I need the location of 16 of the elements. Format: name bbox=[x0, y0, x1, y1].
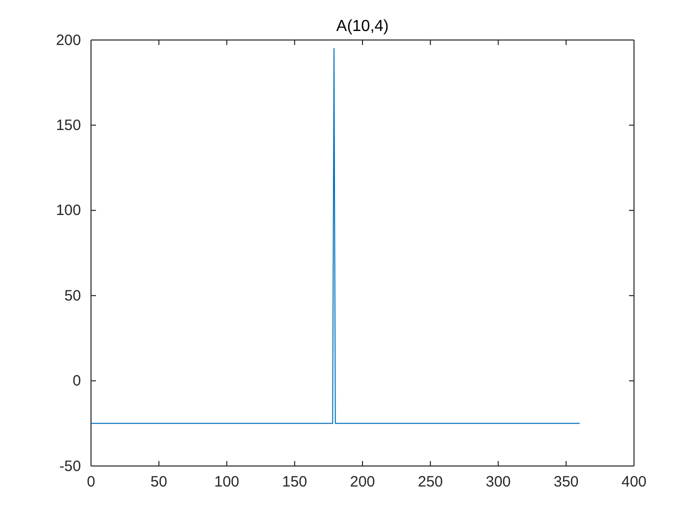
y-tick-label: 50 bbox=[64, 287, 81, 304]
y-tick-label: -50 bbox=[59, 458, 81, 475]
y-tick-label: 200 bbox=[56, 32, 81, 49]
x-tick-label: 300 bbox=[486, 474, 511, 491]
x-tick-label: 0 bbox=[86, 474, 96, 491]
x-tick-label: 100 bbox=[214, 474, 240, 491]
x-tick-label: 250 bbox=[418, 474, 443, 491]
x-tick-label: 150 bbox=[282, 474, 308, 491]
chart-title: A(10,4) bbox=[336, 18, 389, 35]
y-tick-label: 150 bbox=[56, 117, 81, 134]
y-tick-label: 0 bbox=[72, 372, 81, 390]
x-tick-label: 50 bbox=[150, 474, 168, 491]
x-tick-label: 350 bbox=[554, 474, 579, 491]
y-tick-label: 100 bbox=[56, 202, 81, 220]
x-tick-label: 200 bbox=[350, 474, 376, 491]
x-tick-label: 400 bbox=[621, 474, 647, 491]
